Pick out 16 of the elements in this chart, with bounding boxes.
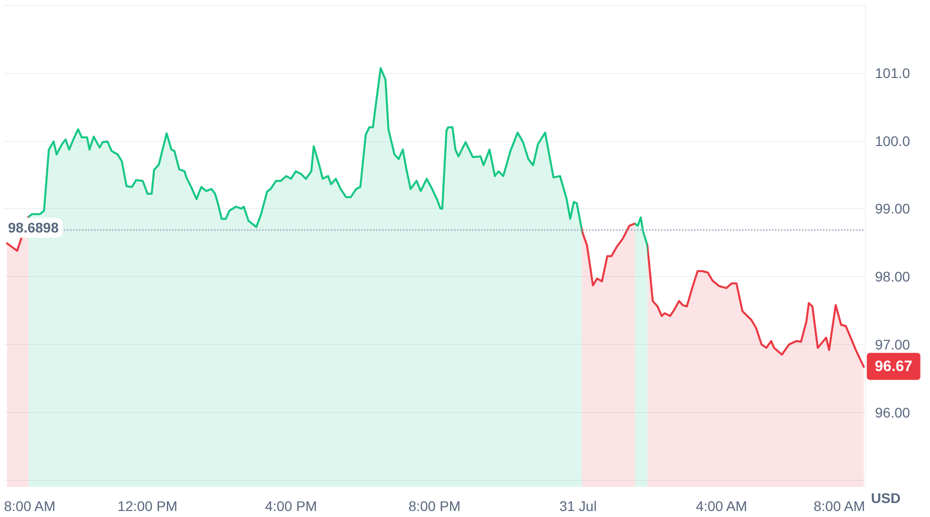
annotation: 96.67	[874, 358, 912, 375]
ref-line-label: 98.6898	[8, 220, 59, 236]
x-tick-label: 8:00 AM	[814, 498, 865, 514]
y-tick-label: 97.00	[875, 336, 910, 352]
y-tick-label: 100.0	[875, 132, 910, 149]
x-tick-label: 4:00 PM	[264, 498, 318, 514]
x-tick-label: 8:00 AM	[4, 498, 56, 514]
y-tick-label: 99.00	[875, 200, 910, 217]
x-tick-label: 4:00 AM	[696, 498, 748, 514]
x-tick-label: 8:00 PM	[408, 498, 461, 514]
x-tick-label: 31 Jul	[559, 498, 597, 514]
y-axis-title: USD	[871, 490, 901, 506]
y-tick-label: 101.0	[875, 64, 910, 81]
y-tick-label: 98.00	[875, 268, 910, 285]
x-tick-label: 12:00 PM	[118, 498, 178, 514]
y-tick-label: 96.00	[875, 404, 910, 420]
